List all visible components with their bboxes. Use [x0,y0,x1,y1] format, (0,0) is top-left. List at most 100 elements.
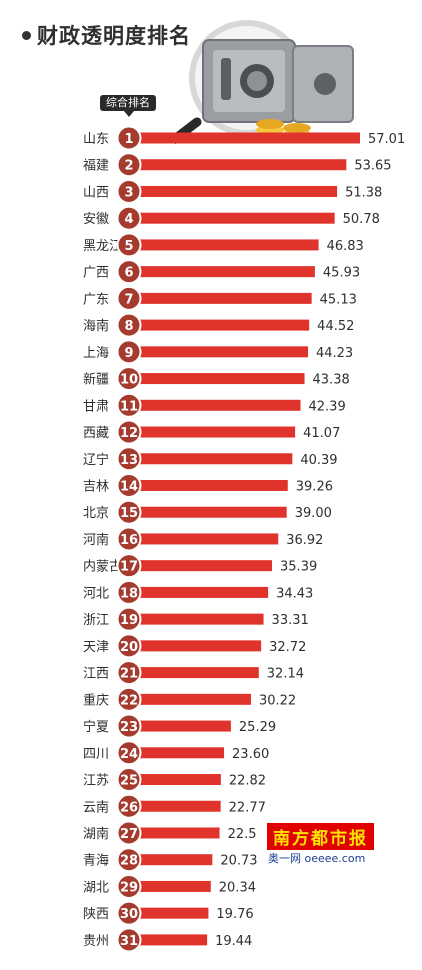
rank-number: 1 [124,132,133,147]
value-label: 39.00 [295,506,332,521]
bar [128,613,264,625]
value-label: 35.39 [280,560,317,575]
category-label: 贵州 [83,934,109,949]
rank-number: 9 [124,346,133,361]
rank-number: 17 [120,560,138,575]
rank-number: 27 [120,827,138,842]
rank-badge [116,740,142,766]
value-label: 53.65 [354,159,391,174]
bar [128,560,273,572]
rank-number: 15 [120,506,138,521]
value-label: 45.93 [323,266,360,281]
bar [128,747,225,759]
bar [128,800,221,812]
value-label: 33.31 [272,613,309,628]
value-label: 41.07 [303,426,340,441]
value-label: 32.72 [269,640,306,655]
value-label: 57.01 [368,132,405,147]
rank-number: 12 [120,426,138,441]
bar [128,212,335,224]
rank-number: 26 [120,800,138,815]
bar [128,292,312,304]
category-label: 广东 [83,292,109,307]
rank-badge [116,499,142,525]
rank-number: 3 [124,185,133,200]
rank-number: 25 [120,774,138,789]
rank-number: 20 [120,640,138,655]
rank-number: 24 [120,747,138,762]
value-label: 43.38 [313,373,350,388]
category-label: 新疆 [83,372,109,388]
rank-badge [116,579,142,605]
bar [128,907,209,919]
rank-number: 2 [124,159,133,174]
category-label: 重庆 [83,692,109,708]
category-label: 辽宁 [83,452,109,468]
category-label: 江西 [83,667,109,682]
rank-badge [116,152,142,178]
bar [128,453,293,465]
page-title: 财政透明度排名 [37,24,191,48]
value-label: 22.77 [229,800,266,815]
category-label: 浙江 [83,613,109,628]
bar [128,667,259,679]
value-label: 45.13 [320,292,357,307]
value-label: 44.52 [317,319,354,334]
value-label: 20.34 [219,880,256,895]
category-label: 甘肃 [83,399,109,414]
category-label: 河南 [83,532,109,548]
category-label: 海南 [83,318,109,334]
value-label: 22.5 [228,827,257,842]
category-label: 湖南 [83,826,109,842]
category-label: 北京 [83,506,109,521]
bar [128,827,220,839]
rank-number: 23 [120,720,138,735]
category-label: 云南 [83,799,109,815]
rank-number: 19 [120,613,138,628]
rank-badge [116,633,142,659]
rank-badge [116,472,142,498]
rank-number: 6 [124,266,133,281]
rank-badge [116,553,142,579]
value-label: 23.60 [232,747,269,762]
category-label: 河北 [83,586,109,601]
rank-badge [116,526,142,552]
rank-number: 28 [120,854,138,869]
rank-number: 11 [120,399,138,414]
category-label: 四川 [83,747,109,762]
rank-badge [116,339,142,365]
rank-badge [116,873,142,899]
rank-badge [116,178,142,204]
rank-badge [116,232,142,258]
rank-badge [116,205,142,231]
value-label: 42.39 [309,399,346,414]
value-label: 51.38 [345,185,382,200]
value-label: 22.82 [229,774,266,789]
bar [128,159,347,171]
rank-number: 4 [124,212,133,227]
value-label: 46.83 [327,239,364,254]
rank-number: 5 [124,239,133,254]
bar [128,693,251,705]
bar [128,239,319,251]
value-label: 19.76 [216,907,253,922]
category-label: 陕西 [83,907,109,922]
value-label: 40.39 [300,453,337,468]
rank-number: 21 [120,667,138,682]
rank-badge [116,686,142,712]
bar [128,266,315,278]
value-label: 19.44 [215,934,252,949]
rank-badge [116,847,142,873]
value-label: 20.73 [220,854,257,869]
category-label: 青海 [83,854,109,869]
website-watermark: 奥一网 oeeee.com [268,852,366,865]
bar [128,506,287,518]
safe-illustration-icon [175,20,354,145]
bullet-dot-icon [22,30,31,40]
category-label: 山西 [83,185,109,200]
rank-number: 14 [120,479,138,494]
category-label: 江苏 [83,773,109,789]
category-label: 湖北 [83,880,109,895]
rank-number: 18 [120,586,138,601]
